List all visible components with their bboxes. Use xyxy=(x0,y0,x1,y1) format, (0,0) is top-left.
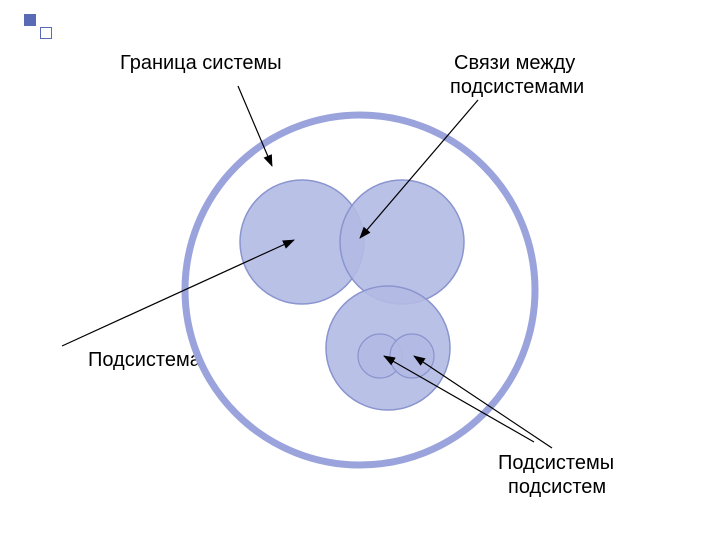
nested-arrow-2 xyxy=(414,356,552,448)
subsystem-circle xyxy=(340,180,464,304)
subsystem-arrow xyxy=(62,240,294,346)
system-diagram xyxy=(0,0,720,540)
